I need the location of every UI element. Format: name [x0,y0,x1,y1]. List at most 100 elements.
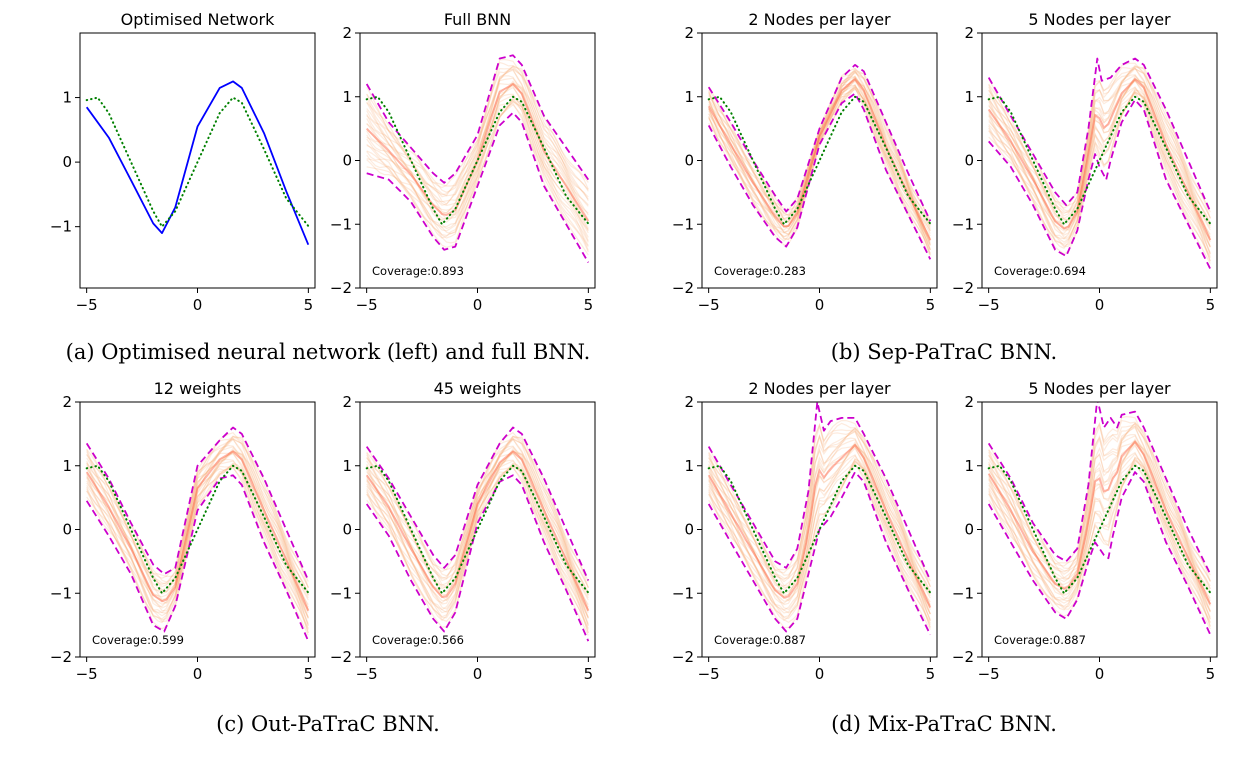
posterior-sample-line [366,99,589,241]
x-tick-label: 5 [926,296,936,314]
posterior-sample-line [86,465,309,626]
x-tick-label: −5 [698,665,720,683]
posterior-sample-line [366,66,589,193]
posterior-sample-line [988,67,1211,231]
panel-6: −5 0 5 −2 −1 0 1 2 45 weights Coverage:0.566 [330,379,596,683]
posterior-sample-line [708,78,931,246]
y-tick-label: 2 [964,393,974,411]
posterior-sample-line [988,74,1211,229]
upper-bound-line [85,426,310,581]
panel-3: −5 0 5 −2 −1 0 1 2 2 Nodes per layer Coverage:0.2… [672,10,938,314]
posterior-sample-line [86,460,309,619]
posterior-sample-line [988,78,1211,235]
posterior-sample-line [988,74,1211,238]
posterior-sample-line [988,439,1211,599]
y-tick-label: −1 [50,218,72,236]
posterior-mean-line [707,443,932,609]
posterior-sample-line [988,87,1211,262]
x-tick-label: 5 [1206,665,1216,683]
posterior-sample-line [708,70,931,225]
upper-bound-line [987,57,1212,212]
posterior-sample-line [988,91,1211,255]
x-tick-label: 0 [815,296,825,314]
posterior-sample-line [988,66,1211,219]
posterior-sample-line [988,461,1211,627]
y-tick-label: −2 [330,648,352,666]
posterior-sample-line [988,65,1211,219]
y-tick-label: 0 [62,521,72,539]
caption-b: (b) Sep-PaTraC BNN. [830,340,1058,364]
posterior-sample-line [988,441,1211,605]
posterior-sample-line [988,433,1211,592]
posterior-sample-line [366,86,589,232]
posterior-sample-line [988,79,1211,248]
posterior-sample-line [988,426,1211,595]
target-function-line [85,96,310,228]
upper-bound-line [365,426,590,581]
panel-title: 2 Nodes per layer [748,379,891,398]
y-tick-label: −2 [952,279,974,297]
x-tick-label: 0 [1095,665,1105,683]
posterior-sample-line [708,78,931,243]
posterior-mean-line [987,440,1212,605]
x-tick-label: 0 [193,665,203,683]
posterior-sample-line [708,86,931,255]
posterior-sample-line [708,447,931,615]
posterior-mean-line [85,450,310,612]
posterior-sample-line [708,457,931,628]
y-tick-label: 1 [342,88,352,106]
y-tick-label: −1 [50,584,72,602]
x-tick-label: 0 [193,296,203,314]
posterior-sample-line [988,423,1211,582]
x-tick-label: 5 [304,665,314,683]
posterior-sample-line [988,89,1211,257]
posterior-sample-line [366,453,589,619]
y-tick-label: 2 [684,393,694,411]
posterior-sample-line [708,422,931,588]
posterior-sample-line [86,466,309,634]
y-tick-label: −1 [672,215,694,233]
y-tick-label: −2 [330,279,352,297]
x-tick-label: −5 [978,665,1000,683]
posterior-sample-line [988,459,1211,623]
posterior-sample-line [708,460,931,624]
lower-bound-line [707,92,932,260]
posterior-sample-line [708,76,931,240]
posterior-sample-line [708,430,931,595]
posterior-sample-line [708,454,931,615]
posterior-sample-line [86,453,309,619]
posterior-sample-line [988,89,1211,259]
lower-bound-line [366,111,590,263]
posterior-sample-line [366,459,589,625]
posterior-sample-line [86,458,309,625]
posterior-sample-line [708,458,931,626]
panel-5: −5 0 5 −2 −1 0 1 2 12 weights Coverage:0.599 [50,379,316,683]
x-tick-label: 0 [1095,296,1105,314]
y-tick-label: 0 [964,521,974,539]
axes-frame [79,32,316,289]
x-tick-label: −5 [76,665,98,683]
x-tick-label: −5 [356,665,378,683]
posterior-sample-line [86,437,309,596]
posterior-sample-line [988,67,1211,226]
panel-4: −5 0 5 −2 −1 0 1 2 5 Nodes per layer Coverage:0.6… [952,10,1218,314]
posterior-sample-line [366,80,589,221]
y-tick-label: −2 [50,648,72,666]
posterior-sample-line [988,425,1211,590]
posterior-sample-line [366,452,589,611]
optimised-network-line [85,80,310,246]
y-tick-label: −1 [952,215,974,233]
posterior-sample-line [988,68,1211,226]
posterior-sample-line [366,103,589,256]
posterior-sample-line [366,65,589,198]
coverage-label: Coverage:0.694 [994,264,1086,278]
lower-bound-line [988,99,1212,270]
panel-title: 45 weights [434,379,522,398]
posterior-sample-line [708,83,931,256]
y-tick-label: −2 [672,279,694,297]
y-tick-label: −2 [672,648,694,666]
posterior-sample-line [366,460,589,619]
posterior-sample-line [708,460,931,621]
posterior-sample-line [708,70,931,234]
upper-bound-line [707,64,932,222]
